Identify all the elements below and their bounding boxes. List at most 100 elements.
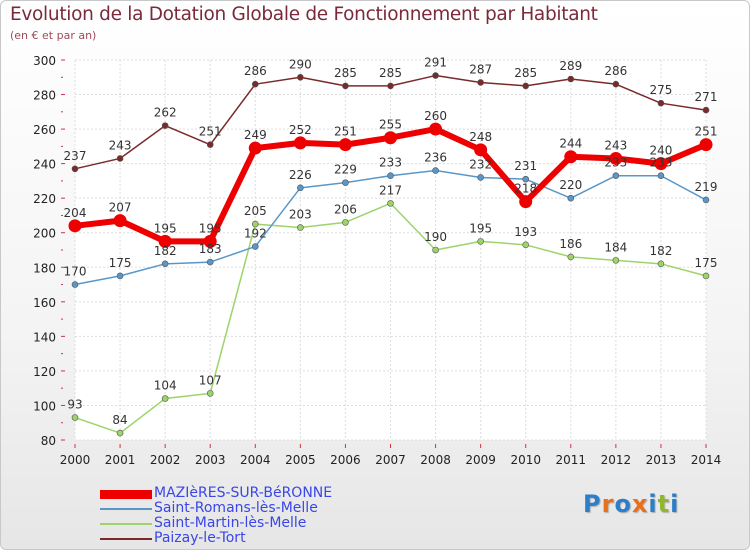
x-tick-label: 2000 [60,453,91,467]
data-point [522,175,530,183]
data-label: 286 [604,64,627,78]
data-label: 251 [199,125,222,139]
data-point [477,238,484,245]
logo-letter: t [657,490,671,518]
x-tick-label: 2009 [465,453,496,467]
data-label: 182 [649,244,672,258]
x-tick-label: 2004 [240,453,271,467]
data-point [522,241,530,249]
data-point [251,220,259,228]
data-point [116,155,124,162]
data-label: 203 [289,208,312,222]
y-tick-label: 200 [33,227,56,241]
data-point [161,122,169,129]
data-point [567,194,575,202]
x-tick-label: 2014 [691,453,722,467]
y-tick-label: 100 [33,399,56,413]
data-point [702,106,710,114]
y-tick-label: 260 [33,123,56,137]
y-tick-label: 220 [33,192,56,206]
data-point [477,174,484,181]
data-point [206,258,214,266]
data-point [297,224,304,231]
logo-letter: P [583,490,602,518]
data-label: 271 [695,90,718,104]
y-tick-label: 160 [33,296,56,310]
data-point [251,243,259,250]
data-point [612,80,620,88]
data-label: 104 [154,379,177,393]
data-label: 285 [334,66,357,80]
x-tick-label: 2007 [375,453,406,467]
logo-letter: i [670,490,680,518]
data-label: 229 [334,163,357,177]
data-point [519,195,533,209]
data-point [71,281,79,288]
data-label: 93 [67,398,82,412]
legend-swatch [100,523,152,525]
data-point [342,82,349,90]
data-label: 183 [199,242,222,256]
y-tick-label: 280 [33,89,56,103]
data-label: 251 [334,125,357,139]
data-point [522,82,530,90]
data-label: 184 [604,240,627,254]
data-label: 204 [64,206,87,220]
x-tick-label: 2012 [601,453,632,467]
data-point [297,184,304,192]
data-label: 231 [514,159,537,173]
logo-letter: i [648,490,658,518]
data-label: 236 [424,151,447,165]
legend-label: Saint-Martin-lès-Melle [154,515,307,531]
data-label: 285 [379,66,402,80]
data-point [71,165,79,173]
x-tick-label: 2011 [556,453,587,467]
data-point [609,151,623,165]
logo-letter: r [601,490,615,518]
data-point [68,219,82,233]
data-label: 195 [469,221,492,235]
x-tick-label: 2005 [285,453,316,467]
data-point [657,99,665,107]
data-label: 289 [559,59,582,73]
y-tick-label: 240 [33,158,56,172]
data-label: 170 [64,265,87,279]
data-point [567,75,575,83]
legend-label: MAZIèRES-SUR-BéRONNE [154,485,333,501]
x-tick-label: 2001 [105,453,136,467]
data-point [432,72,439,79]
data-point [654,157,668,171]
data-label: 260 [424,109,447,123]
data-label: 243 [109,138,132,152]
data-label: 219 [695,180,718,194]
data-label: 233 [379,156,402,170]
data-point [657,260,665,268]
data-point [116,272,124,280]
data-label: 262 [154,106,177,120]
data-label: 217 [379,183,402,197]
data-point [432,246,439,254]
chart-title: Evolution de la Dotation Globale de Fonc… [10,4,598,25]
logo-letter: x [631,490,649,518]
y-tick-label: 120 [33,365,56,379]
data-point [567,253,575,261]
data-point [206,390,214,397]
data-point [432,167,439,174]
data-point [342,179,349,186]
x-tick-label: 2010 [510,453,541,467]
data-point [342,219,349,226]
data-point [206,141,214,148]
data-point [612,257,620,264]
data-label: 205 [244,204,267,218]
data-label: 182 [154,244,177,258]
data-point [387,172,394,180]
data-point [564,150,578,164]
data-point [293,136,307,150]
data-point [477,79,484,86]
data-label: 84 [112,413,127,427]
data-point [474,143,488,157]
data-point [251,80,259,88]
logo-letter: o [614,490,632,518]
data-label: 291 [424,56,447,70]
